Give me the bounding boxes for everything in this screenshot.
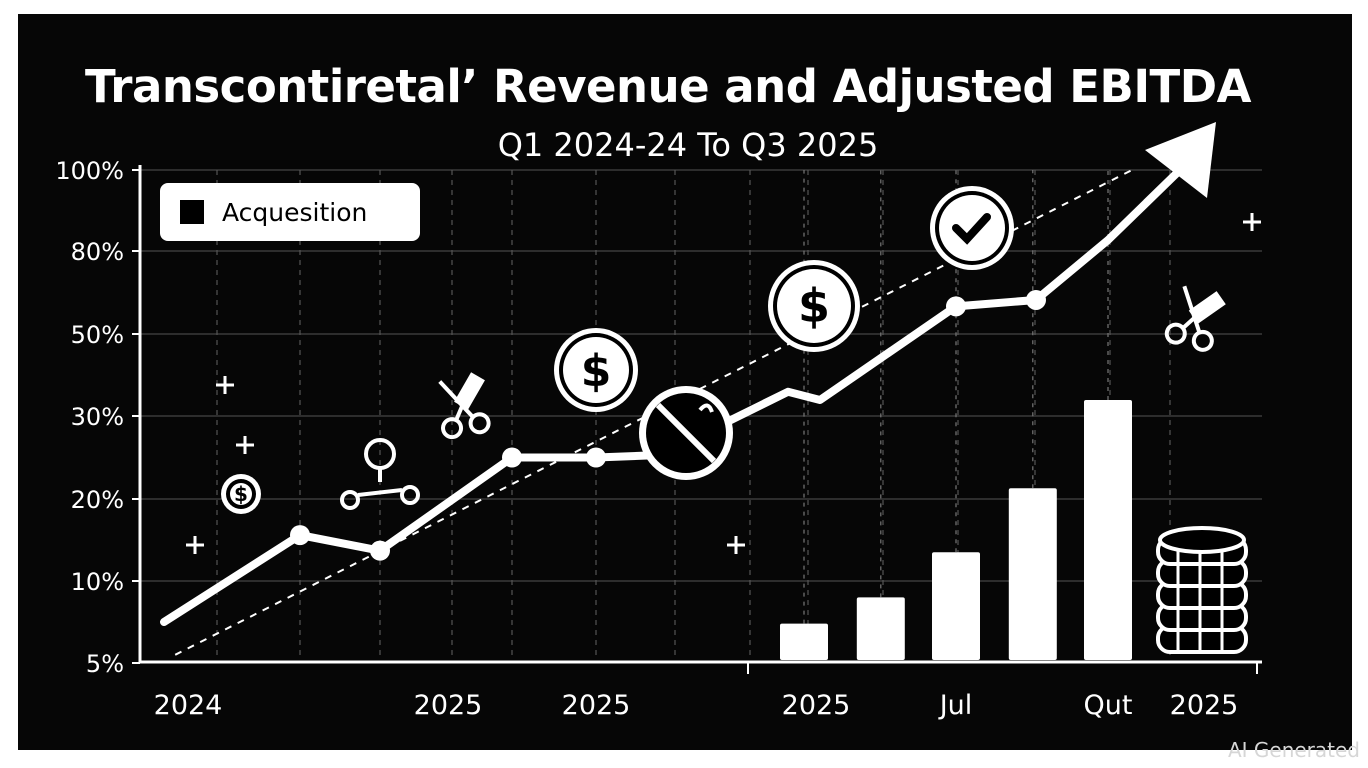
svg-text:$: $ <box>798 279 830 333</box>
x-tick-label: Jul <box>938 690 973 721</box>
y-tick-label: 50% <box>71 321 124 349</box>
dollar-coin-icon: $ <box>768 260 860 352</box>
y-tick-label: 100% <box>55 157 124 185</box>
x-tick-label: 2024 <box>154 690 223 721</box>
bar <box>1008 488 1057 660</box>
y-tick-label: 30% <box>71 403 124 431</box>
scissors-icon <box>340 438 420 510</box>
x-tick-label: Qut <box>1084 690 1133 721</box>
sparkle-plus-icon <box>186 536 204 554</box>
line-point <box>1026 289 1046 310</box>
sparkle-plus-icon <box>1243 213 1261 231</box>
chart-title: Transcontiretal’ Revenue and Adjusted EB… <box>85 60 1251 113</box>
legend-swatch <box>180 200 204 224</box>
check-circle-icon <box>930 186 1014 270</box>
svg-text:$: $ <box>234 482 248 506</box>
line-point <box>370 540 390 561</box>
y-tick-label: 20% <box>71 486 124 514</box>
y-tick-label: 10% <box>71 568 124 596</box>
line-point <box>586 447 606 468</box>
line-point <box>946 296 966 317</box>
x-tick-label: 2025 <box>562 690 631 721</box>
sparkle-plus-icon <box>216 376 234 394</box>
y-tick-label: 80% <box>71 238 124 266</box>
line-point <box>502 447 522 468</box>
chart-canvas: 5% 10% 20% 30% 50% 80% 100% 2024 2025 2025 2025 Jul… <box>55 122 1262 721</box>
svg-text:$: $ <box>581 345 612 396</box>
scissors-icon <box>438 372 491 440</box>
chart-subtitle: Q1 2024-24 To Q3 2025 <box>497 126 879 164</box>
x-tick-label: 2025 <box>414 690 483 721</box>
sparkle-plus-icon <box>236 436 254 454</box>
dollar-coin-icon: $ <box>554 328 638 412</box>
bar <box>780 623 828 660</box>
chart-panel: 5% 10% 20% 30% 50% 80% 100% 2024 2025 2025 2025 Jul… <box>18 14 1352 750</box>
bar <box>932 552 980 660</box>
x-tick-label: 2025 <box>782 690 851 721</box>
bar <box>856 597 905 660</box>
sparkle-plus-icon <box>727 536 745 554</box>
y-tick-label: 5% <box>86 650 124 678</box>
coin-stack-icon <box>1156 526 1248 654</box>
watermark: AI Generated <box>1227 738 1360 762</box>
legend: Acquesition <box>160 183 420 241</box>
bar <box>1084 400 1132 660</box>
dollar-coin-icon: $ <box>221 474 261 514</box>
x-tick-label: 2025 <box>1170 690 1239 721</box>
scissors-icon <box>1164 285 1226 352</box>
arrow-head <box>1145 122 1216 198</box>
prohibited-circle-icon <box>639 386 733 480</box>
legend-label: Acquesition <box>222 197 368 227</box>
line-point <box>290 525 310 546</box>
